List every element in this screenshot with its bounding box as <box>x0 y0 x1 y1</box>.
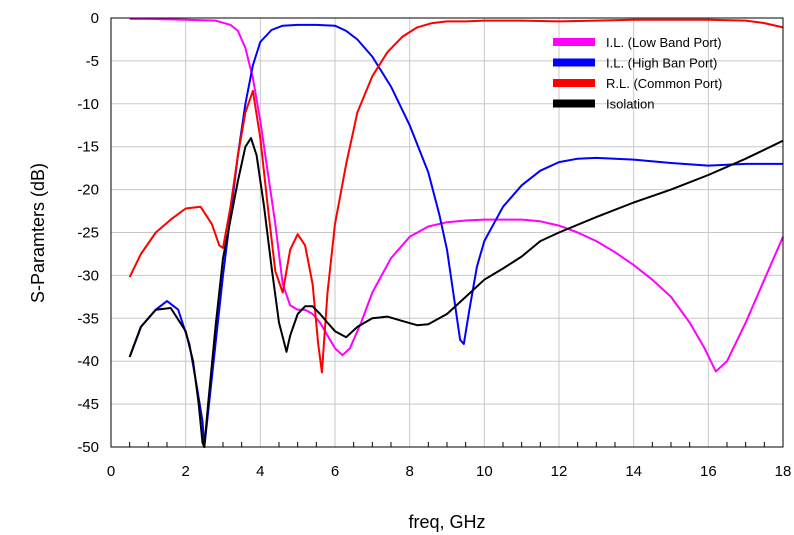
y-tick-label: -45 <box>77 396 99 413</box>
x-tick-label: 6 <box>331 463 339 480</box>
y-tick-label: -35 <box>77 310 99 327</box>
x-tick-label: 18 <box>775 463 792 480</box>
y-tick-label: -40 <box>77 353 99 370</box>
legend-swatch <box>553 79 595 87</box>
ticks: 0 2 4 6 8 10 12 14 16 18 0 -5 -10 -15 -20 -25 -30 -35 -40 -… <box>77 10 791 480</box>
legend-label: I.L. (High Ban Port) <box>606 56 717 71</box>
legend: I.L. (Low Band Port) I.L. (High Ban Port)… <box>553 35 722 112</box>
legend-swatch <box>553 38 595 46</box>
legend-swatch <box>553 99 595 108</box>
x-axis-label: freq, GHz <box>408 512 485 532</box>
legend-label: R.L. (Common Port) <box>606 76 722 91</box>
legend-label: Isolation <box>606 97 654 112</box>
series-line-2 <box>128 18 784 374</box>
x-tick-label: 4 <box>256 463 264 480</box>
y-tick-label: -10 <box>77 96 99 113</box>
y-tick-label: -15 <box>77 139 99 156</box>
y-tick-label: -20 <box>77 182 99 199</box>
series-line-0 <box>129 17 784 373</box>
x-tick-label: 16 <box>700 463 717 480</box>
y-tick-label: -25 <box>77 225 99 242</box>
x-tick-label: 12 <box>551 463 568 480</box>
x-tick-label: 0 <box>107 463 115 480</box>
legend-label: I.L. (Low Band Port) <box>606 35 722 50</box>
x-tick-label: 10 <box>476 463 493 480</box>
x-tick-label: 14 <box>625 463 642 480</box>
series-line-1 <box>128 23 783 448</box>
legend-swatch <box>553 58 595 67</box>
y-tick-label: 0 <box>91 10 99 27</box>
x-tick-label: 2 <box>181 463 189 480</box>
y-tick-label: -30 <box>77 267 99 284</box>
x-tick-label: 8 <box>405 463 413 480</box>
y-axis-label: S-Paramters (dB) <box>28 163 48 303</box>
y-tick-label: -50 <box>77 439 99 456</box>
series-line-3 <box>128 137 784 448</box>
y-tick-label: -5 <box>86 53 99 70</box>
